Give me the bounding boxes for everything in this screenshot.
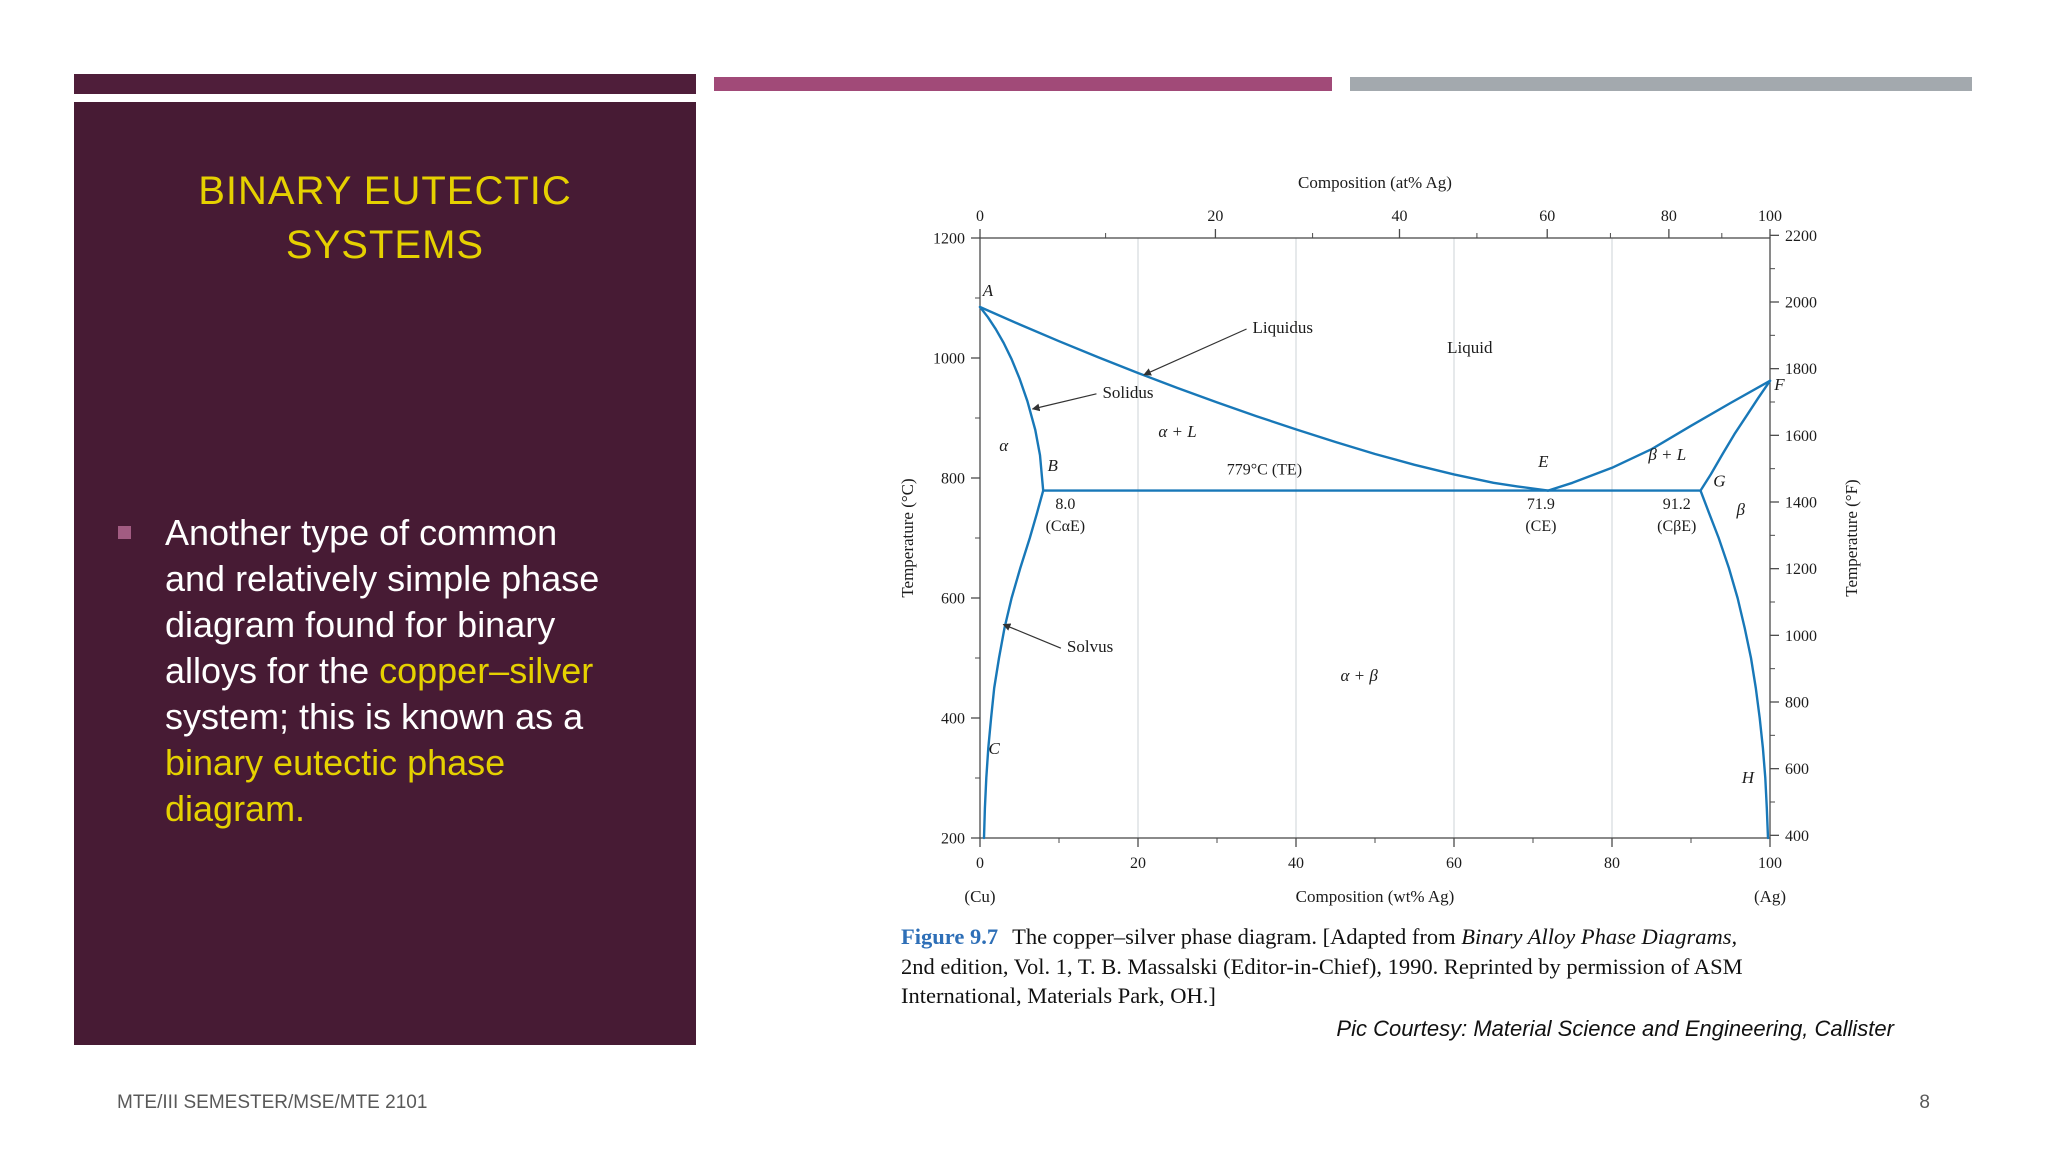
svg-text:20: 20: [1207, 208, 1223, 225]
region-label: β + L: [1647, 445, 1686, 464]
svg-text:100: 100: [1758, 208, 1782, 225]
bullet-text-segment: Another type of common and relatively si…: [165, 512, 600, 691]
svg-text:2200: 2200: [1785, 228, 1817, 245]
point-label-C: C: [989, 739, 1001, 758]
figure-caption-italic: Binary Alloy Phase Diagrams,: [1461, 924, 1738, 949]
svg-text:100: 100: [1758, 855, 1782, 872]
svg-text:60: 60: [1539, 208, 1555, 225]
svg-text:800: 800: [1785, 695, 1809, 712]
svg-text:40: 40: [1288, 855, 1304, 872]
chart-labels: A B C E F G Hα α + L Liquid β + L β α + β 779°C (TE)…: [982, 281, 1786, 787]
region-label: Liquid: [1447, 338, 1493, 357]
curve-solidus-left: [978, 305, 1045, 492]
svg-text:(Cu): (Cu): [964, 887, 995, 906]
value-label: 779°C (TE): [1227, 461, 1302, 478]
region-label: α + β: [1341, 666, 1379, 685]
pic-courtesy: Pic Courtesy: Material Science and Engin…: [1336, 1016, 1894, 1041]
bullet-text-highlight: binary eutectic phase diagram.: [165, 742, 506, 829]
point-label-F: F: [1773, 375, 1785, 394]
bullet-text: Another type of common and relatively si…: [165, 510, 605, 832]
bottom-axis: 0 20 40 60 80 100 Composition (wt% Ag) (Cu) (Ag): [964, 838, 1786, 906]
accent-bar-gray: [1350, 77, 1972, 91]
figure-caption-text: 2nd edition, Vol. 1, T. B. Massalski (Ed…: [901, 953, 1743, 1009]
svg-text:1800: 1800: [1785, 361, 1817, 378]
svg-text:600: 600: [941, 591, 965, 608]
svg-text:1200: 1200: [933, 231, 965, 248]
figure-caption-text: The copper–silver phase diagram. [Adapte…: [1012, 924, 1462, 949]
bullet-text-highlight: copper–silver: [379, 650, 594, 691]
phase-boundary-curves: [978, 305, 1772, 840]
phase-diagram-svg: 0 20 40 60 80 100 Composition (wt% Ag) (Cu) (Ag)…: [898, 173, 1861, 906]
value-label: (CβE): [1657, 518, 1696, 535]
left-axis: 200 400 600 800 1000 1200 Temperature (°C): [898, 231, 980, 848]
svg-text:40: 40: [1391, 208, 1407, 225]
svg-text:1400: 1400: [1785, 495, 1817, 512]
value-label: 8.0: [1055, 496, 1075, 513]
curve-liquidus-right: [1546, 379, 1772, 492]
callout-solidus: Solidus: [1102, 383, 1153, 402]
svg-text:400: 400: [941, 711, 965, 728]
svg-text:0: 0: [976, 855, 984, 872]
svg-text:0: 0: [976, 208, 984, 225]
title-panel: BINARY EUTECTIC SYSTEMS Another type of …: [74, 102, 696, 1045]
callout-solvus: Solvus: [1067, 637, 1113, 656]
figure-caption: Figure 9.7 The copper–silver phase diagra…: [901, 922, 1776, 1011]
point-label-H: H: [1741, 768, 1756, 787]
bullet-item: Another type of common and relatively si…: [118, 510, 638, 832]
svg-text:80: 80: [1604, 855, 1620, 872]
svg-text:Temperature (°F): Temperature (°F): [1842, 479, 1861, 596]
slide-title: BINARY EUTECTIC SYSTEMS: [198, 169, 572, 267]
svg-text:1000: 1000: [1785, 628, 1817, 645]
plot-frame: [979, 237, 1771, 839]
top-axis: 0 20 40 60 80 100 Composition (at% Ag): [976, 173, 1782, 238]
svg-text:80: 80: [1661, 208, 1677, 225]
value-label: (CE): [1525, 518, 1556, 535]
callout-arrow: [1143, 328, 1247, 376]
value-label: 91.2: [1663, 496, 1691, 513]
point-label-E: E: [1537, 452, 1549, 471]
svg-text:Composition (wt% Ag): Composition (wt% Ag): [1296, 887, 1455, 906]
callout-arrow: [1002, 623, 1062, 649]
right-axis: 400 600 800 1000 1200 1400 1600 1800 2000 2200 Tem…: [1770, 228, 1861, 845]
region-label: α + L: [1158, 422, 1196, 441]
curve-solidus-right: [1699, 379, 1772, 492]
point-label-B: B: [1047, 456, 1058, 475]
svg-text:2000: 2000: [1785, 295, 1817, 312]
svg-text:20: 20: [1130, 855, 1146, 872]
gridlines: [1137, 238, 1613, 838]
curve-liquidus-left: [978, 305, 1550, 492]
accent-bar-pink: [714, 77, 1332, 91]
svg-text:1200: 1200: [1785, 561, 1817, 578]
svg-text:800: 800: [941, 471, 965, 488]
curve-solvus-beta: [1699, 489, 1770, 840]
svg-text:200: 200: [941, 831, 965, 848]
svg-text:60: 60: [1446, 855, 1462, 872]
svg-text:400: 400: [1785, 828, 1809, 845]
value-label: (CαE): [1046, 518, 1085, 535]
svg-text:(Ag): (Ag): [1754, 887, 1786, 906]
svg-text:1000: 1000: [933, 351, 965, 368]
figure-caption-label: Figure 9.7: [901, 924, 999, 949]
bullet-square-icon: [118, 526, 131, 539]
curve-solvus-alpha: [982, 489, 1045, 840]
page-number: 8: [1919, 1092, 1930, 1113]
value-label: 71.9: [1527, 496, 1555, 513]
svg-text:1600: 1600: [1785, 428, 1817, 445]
callout-liquidus: Liquidus: [1253, 318, 1313, 337]
point-label-G: G: [1713, 471, 1725, 490]
svg-text:Composition (at% Ag): Composition (at% Ag): [1298, 173, 1452, 192]
callout-arrow: [1031, 393, 1097, 412]
region-label: β: [1736, 500, 1746, 519]
accent-bar-maroon: [74, 74, 696, 94]
point-label-A: A: [982, 281, 994, 300]
region-label: α: [999, 436, 1009, 455]
bullet-text-segment: system; this is known as a: [165, 696, 584, 737]
svg-text:600: 600: [1785, 761, 1809, 778]
svg-text:Temperature (°C): Temperature (°C): [898, 478, 917, 597]
footer-course-code: MTE/III SEMESTER/MSE/MTE 2101: [117, 1092, 428, 1113]
